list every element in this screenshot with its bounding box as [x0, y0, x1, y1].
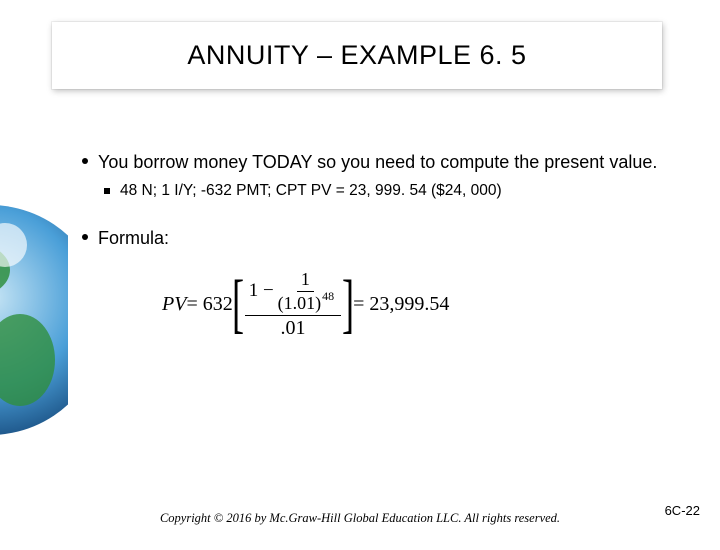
page-number: 6C-22	[665, 503, 700, 518]
sub-bullet-marker	[104, 188, 110, 194]
decorative-globe-graphic	[0, 130, 68, 550]
slide-title: ANNUITY – EXAMPLE 6. 5	[62, 40, 652, 71]
inner-denominator-base: (1.01)	[278, 293, 322, 313]
copyright-text: Copyright © 2016 by Mc.Graw-Hill Global …	[0, 511, 720, 526]
formula-eq: = 632	[186, 293, 232, 316]
formula-lhs: PV	[162, 293, 186, 316]
bullet-item: You borrow money TODAY so you need to co…	[82, 150, 682, 174]
title-banner: ANNUITY – EXAMPLE 6. 5	[52, 22, 662, 89]
sub-bullet-item: 48 N; 1 I/Y; -632 PMT; CPT PV = 23, 999.…	[104, 182, 682, 200]
bullet-item: Formula:	[82, 226, 682, 250]
outer-denominator: .01	[276, 316, 309, 340]
content-area: You borrow money TODAY so you need to co…	[82, 150, 682, 340]
outer-fraction: 1 − 1 (1.01)48 .01	[243, 269, 343, 340]
inner-denominator-exp: 48	[322, 289, 334, 303]
formula-rhs: = 23,999.54	[353, 293, 449, 316]
bullet-marker	[82, 158, 88, 164]
right-bracket: ]	[342, 278, 354, 331]
left-bracket: [	[232, 278, 244, 331]
inner-numerator: 1	[297, 269, 314, 292]
one-minus: 1 −	[249, 280, 274, 302]
bullet-text: You borrow money TODAY so you need to co…	[98, 150, 657, 174]
sub-bullet-text: 48 N; 1 I/Y; -632 PMT; CPT PV = 23, 999.…	[120, 182, 502, 200]
formula: PV = 632 [ 1 − 1 (1.01)48 .01	[162, 269, 682, 340]
bullet-marker	[82, 234, 88, 240]
bullet-text: Formula:	[98, 226, 169, 250]
